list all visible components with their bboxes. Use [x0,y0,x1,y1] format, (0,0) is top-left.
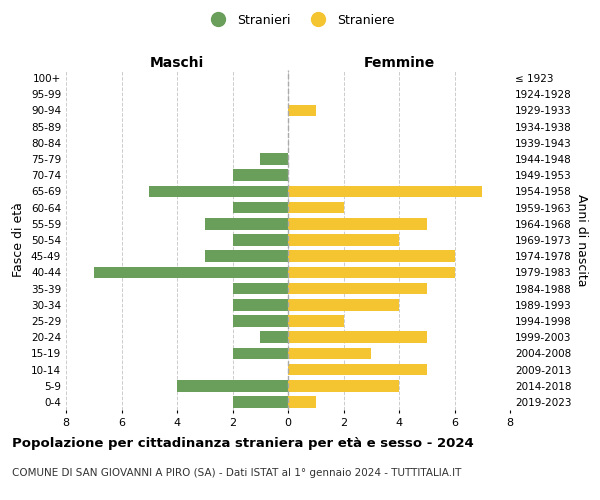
Bar [233,396,288,407]
Bar [288,332,427,343]
Bar [288,396,316,407]
Bar [233,299,288,310]
Text: Maschi: Maschi [150,56,204,70]
Text: COMUNE DI SAN GIOVANNI A PIRO (SA) - Dati ISTAT al 1° gennaio 2024 - TUTTITALIA.: COMUNE DI SAN GIOVANNI A PIRO (SA) - Dat… [12,468,461,477]
Bar [233,282,288,294]
Bar [233,170,288,181]
Text: Femmine: Femmine [364,56,434,70]
Bar [288,218,427,230]
Legend: Stranieri, Straniere: Stranieri, Straniere [201,8,399,32]
Bar [288,299,399,310]
Bar [177,380,288,392]
Bar [288,315,343,327]
Text: Popolazione per cittadinanza straniera per età e sesso - 2024: Popolazione per cittadinanza straniera p… [12,438,474,450]
Bar [288,348,371,359]
Bar [288,364,427,376]
Bar [260,332,288,343]
Bar [288,104,316,117]
Bar [288,186,482,198]
Bar [288,234,399,246]
Y-axis label: Fasce di età: Fasce di età [13,202,25,278]
Bar [260,153,288,165]
Bar [94,266,288,278]
Y-axis label: Anni di nascita: Anni di nascita [575,194,588,286]
Bar [288,266,455,278]
Bar [288,282,427,294]
Bar [233,315,288,327]
Bar [205,218,288,230]
Bar [233,202,288,213]
Bar [205,250,288,262]
Bar [233,234,288,246]
Bar [233,348,288,359]
Bar [288,202,343,213]
Bar [288,380,399,392]
Bar [288,250,455,262]
Bar [149,186,288,198]
